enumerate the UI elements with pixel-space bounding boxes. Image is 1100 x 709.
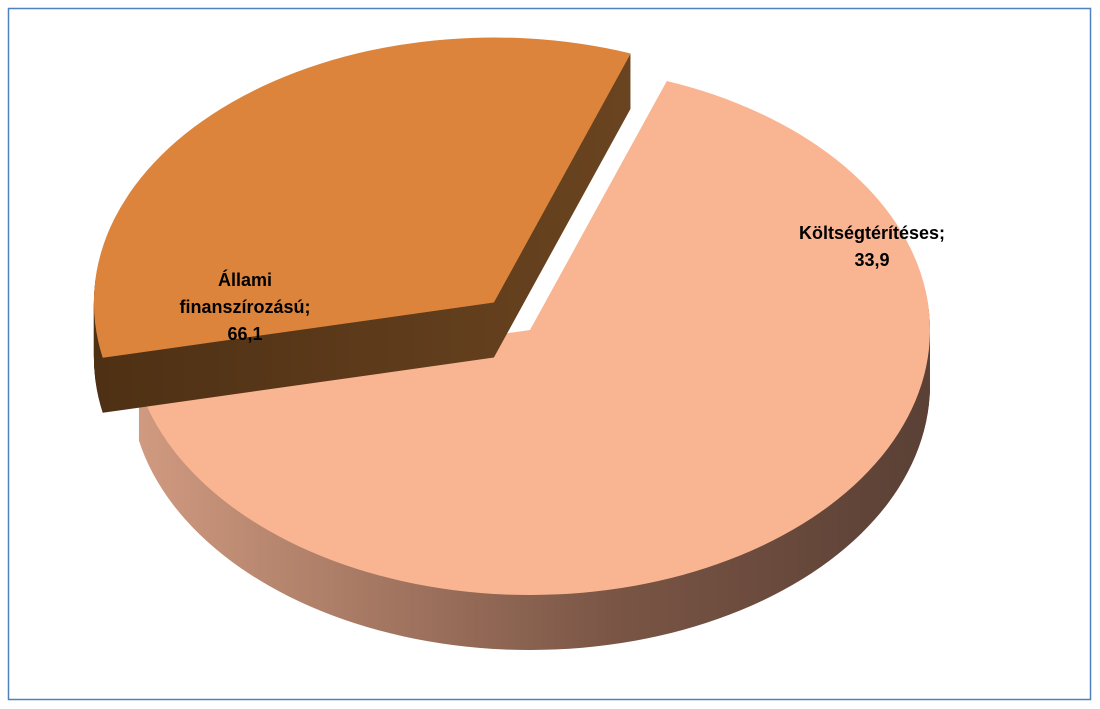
- data-label-category: Költségtérítéses;: [798, 223, 946, 243]
- data-label: Költségtérítéses; 33,9: [767, 220, 977, 274]
- data-label-category: Állami finanszírozású;: [179, 270, 311, 317]
- data-label-value: 33,9: [854, 250, 890, 270]
- slice: [138, 80, 930, 596]
- data-label-value: 66,1: [227, 324, 263, 344]
- data-label: Állami finanszírozású; 66,1: [160, 267, 330, 348]
- slice: [93, 37, 631, 358]
